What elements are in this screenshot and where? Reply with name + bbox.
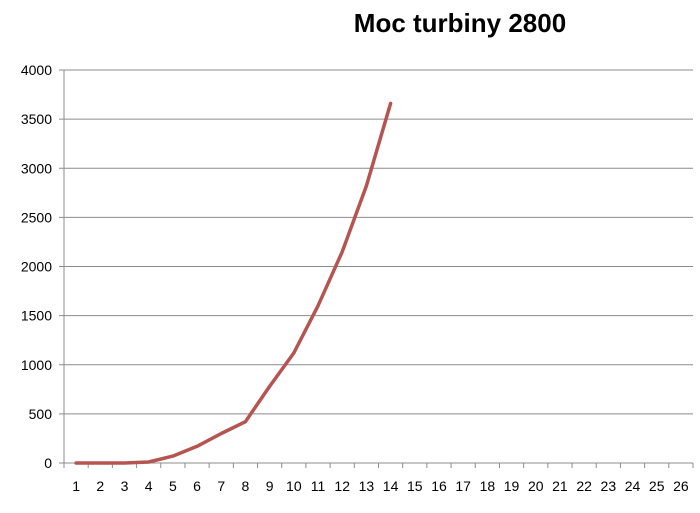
x-tick-label: 22 (576, 478, 592, 494)
x-tick-label: 12 (334, 478, 350, 494)
data-point (74, 461, 78, 465)
data-point (219, 432, 223, 436)
data-point (292, 351, 296, 355)
x-tick-label: 5 (169, 478, 177, 494)
x-tick-label: 25 (649, 478, 665, 494)
y-tick-label: 500 (29, 406, 53, 422)
x-tick-label: 8 (242, 478, 250, 494)
data-point (364, 184, 368, 188)
y-tick-label: 3000 (21, 160, 52, 176)
x-tick-label: 3 (121, 478, 129, 494)
y-tick-label: 0 (44, 455, 52, 471)
x-tick-label: 9 (266, 478, 274, 494)
y-tick-label: 4000 (21, 62, 52, 78)
series-line (74, 101, 393, 465)
data-point (268, 384, 272, 388)
x-tick-label: 13 (359, 478, 375, 494)
x-tick-label: 26 (673, 478, 689, 494)
x-tick-label: 4 (145, 478, 153, 494)
data-point (243, 420, 247, 424)
x-tick-label: 11 (311, 478, 326, 494)
x-tick-label: 6 (193, 478, 201, 494)
data-point (316, 304, 320, 308)
x-tick-label: 19 (504, 478, 520, 494)
x-tick-label: 17 (455, 478, 471, 494)
chart-title: Moc turbiny 2800 (353, 8, 567, 38)
x-tick-label: 14 (383, 478, 399, 494)
data-point (340, 250, 344, 254)
x-tick-label: 10 (286, 478, 302, 494)
x-tick-label: 7 (217, 478, 225, 494)
data-point (147, 460, 151, 464)
y-tick-label: 3500 (21, 111, 52, 127)
x-tick-label: 20 (528, 478, 544, 494)
y-tick-label: 2000 (21, 259, 52, 275)
x-tick-label: 18 (480, 478, 496, 494)
data-point (171, 454, 175, 458)
y-tick-label: 2500 (21, 209, 52, 225)
x-tick-label: 15 (407, 478, 423, 494)
x-tick-label: 24 (625, 478, 641, 494)
data-point (98, 461, 102, 465)
y-tick-label: 1500 (21, 308, 52, 324)
x-tick-label: 23 (601, 478, 617, 494)
x-tick-label: 16 (431, 478, 447, 494)
x-tick-label: 2 (96, 478, 104, 494)
x-tick-label: 1 (72, 478, 80, 494)
y-tick-label: 1000 (21, 357, 52, 373)
x-tick-label: 21 (552, 478, 568, 494)
data-point (389, 101, 393, 105)
data-point (195, 444, 199, 448)
data-point (122, 461, 126, 465)
